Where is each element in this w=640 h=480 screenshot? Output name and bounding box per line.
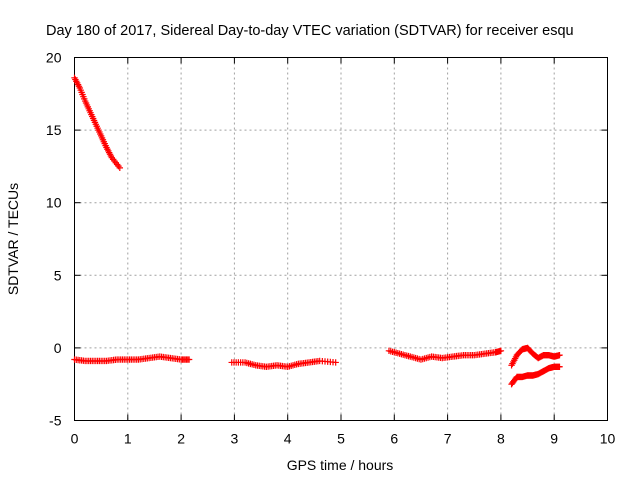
x-tick-label: 5 [337, 431, 345, 447]
series-segment-2 [71, 353, 193, 365]
data-point [185, 356, 193, 363]
x-tick-label: 6 [390, 431, 398, 447]
x-axis-label: GPS time / hours [287, 457, 394, 473]
y-tick-label: 15 [46, 122, 62, 138]
x-tick-label: 8 [497, 431, 505, 447]
data-point [556, 363, 563, 370]
x-tick-label: 10 [600, 431, 616, 447]
data-point [556, 351, 563, 359]
chart-title: Day 180 of 2017, Sidereal Day-to-day VTE… [46, 23, 574, 39]
y-axis-label: SDTVAR / TECUs [5, 183, 21, 295]
series-segment-5 [508, 344, 563, 369]
y-tick-label: 0 [54, 340, 62, 356]
x-tick-label: 7 [444, 431, 452, 447]
series-segment-6 [508, 363, 563, 388]
series-segment-4 [385, 347, 505, 363]
series-segment-3 [228, 357, 339, 370]
y-tick-label: 10 [46, 195, 62, 211]
y-tick-labels: -5 0 5 10 15 20 [46, 50, 62, 429]
y-tick-label: -5 [49, 413, 62, 429]
grid-lines [74, 57, 608, 421]
x-tick-label: 2 [177, 431, 185, 447]
x-tick-label: 9 [550, 431, 558, 447]
data-points [71, 74, 563, 388]
x-tick-label: 4 [284, 431, 292, 447]
tick-marks [74, 57, 608, 421]
x-tick-label: 0 [71, 431, 79, 447]
data-point [497, 347, 505, 355]
data-point [332, 359, 339, 366]
y-tick-label: 20 [46, 50, 62, 66]
data-point [116, 164, 124, 172]
plot-frame [74, 57, 608, 421]
series-segment-1 [71, 74, 124, 172]
y-tick-label: 5 [54, 267, 62, 283]
x-tick-label: 1 [124, 431, 132, 447]
x-tick-labels: 0 1 2 3 4 5 6 7 8 9 10 [71, 431, 616, 447]
x-tick-label: 3 [231, 431, 239, 447]
